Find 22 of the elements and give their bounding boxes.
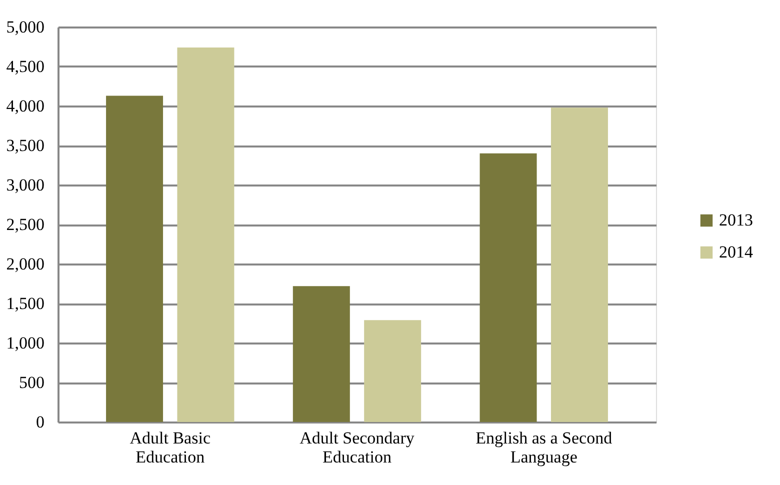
y-tick-label: 3,500 <box>6 136 44 155</box>
y-tick-label: 1,000 <box>6 334 44 352</box>
bar <box>106 96 164 422</box>
bar <box>177 48 234 422</box>
y-tick-label: 2,000 <box>6 254 44 274</box>
bar <box>480 153 537 422</box>
x-tick-label: English as a Second Language <box>476 428 613 466</box>
x-tick-label: Adult Secondary Education <box>300 428 415 466</box>
y-tick-label: 4,000 <box>6 96 44 116</box>
bar <box>550 108 608 422</box>
y-tick-label: 3,000 <box>6 176 44 194</box>
bar <box>364 320 422 422</box>
legend-label: 2014 <box>719 242 754 262</box>
y-tick-label: 5,000 <box>6 18 44 36</box>
legend-label: 2013 <box>719 210 753 230</box>
y-tick-label: 2,500 <box>6 215 44 234</box>
x-tick-label: Adult Basic Education <box>130 428 211 466</box>
y-tick-label: 1,500 <box>6 294 44 313</box>
y-tick-label: 500 <box>19 373 44 392</box>
bar <box>292 286 350 422</box>
y-tick-label: 4,500 <box>6 57 44 76</box>
y-tick-label: 0 <box>36 412 44 432</box>
